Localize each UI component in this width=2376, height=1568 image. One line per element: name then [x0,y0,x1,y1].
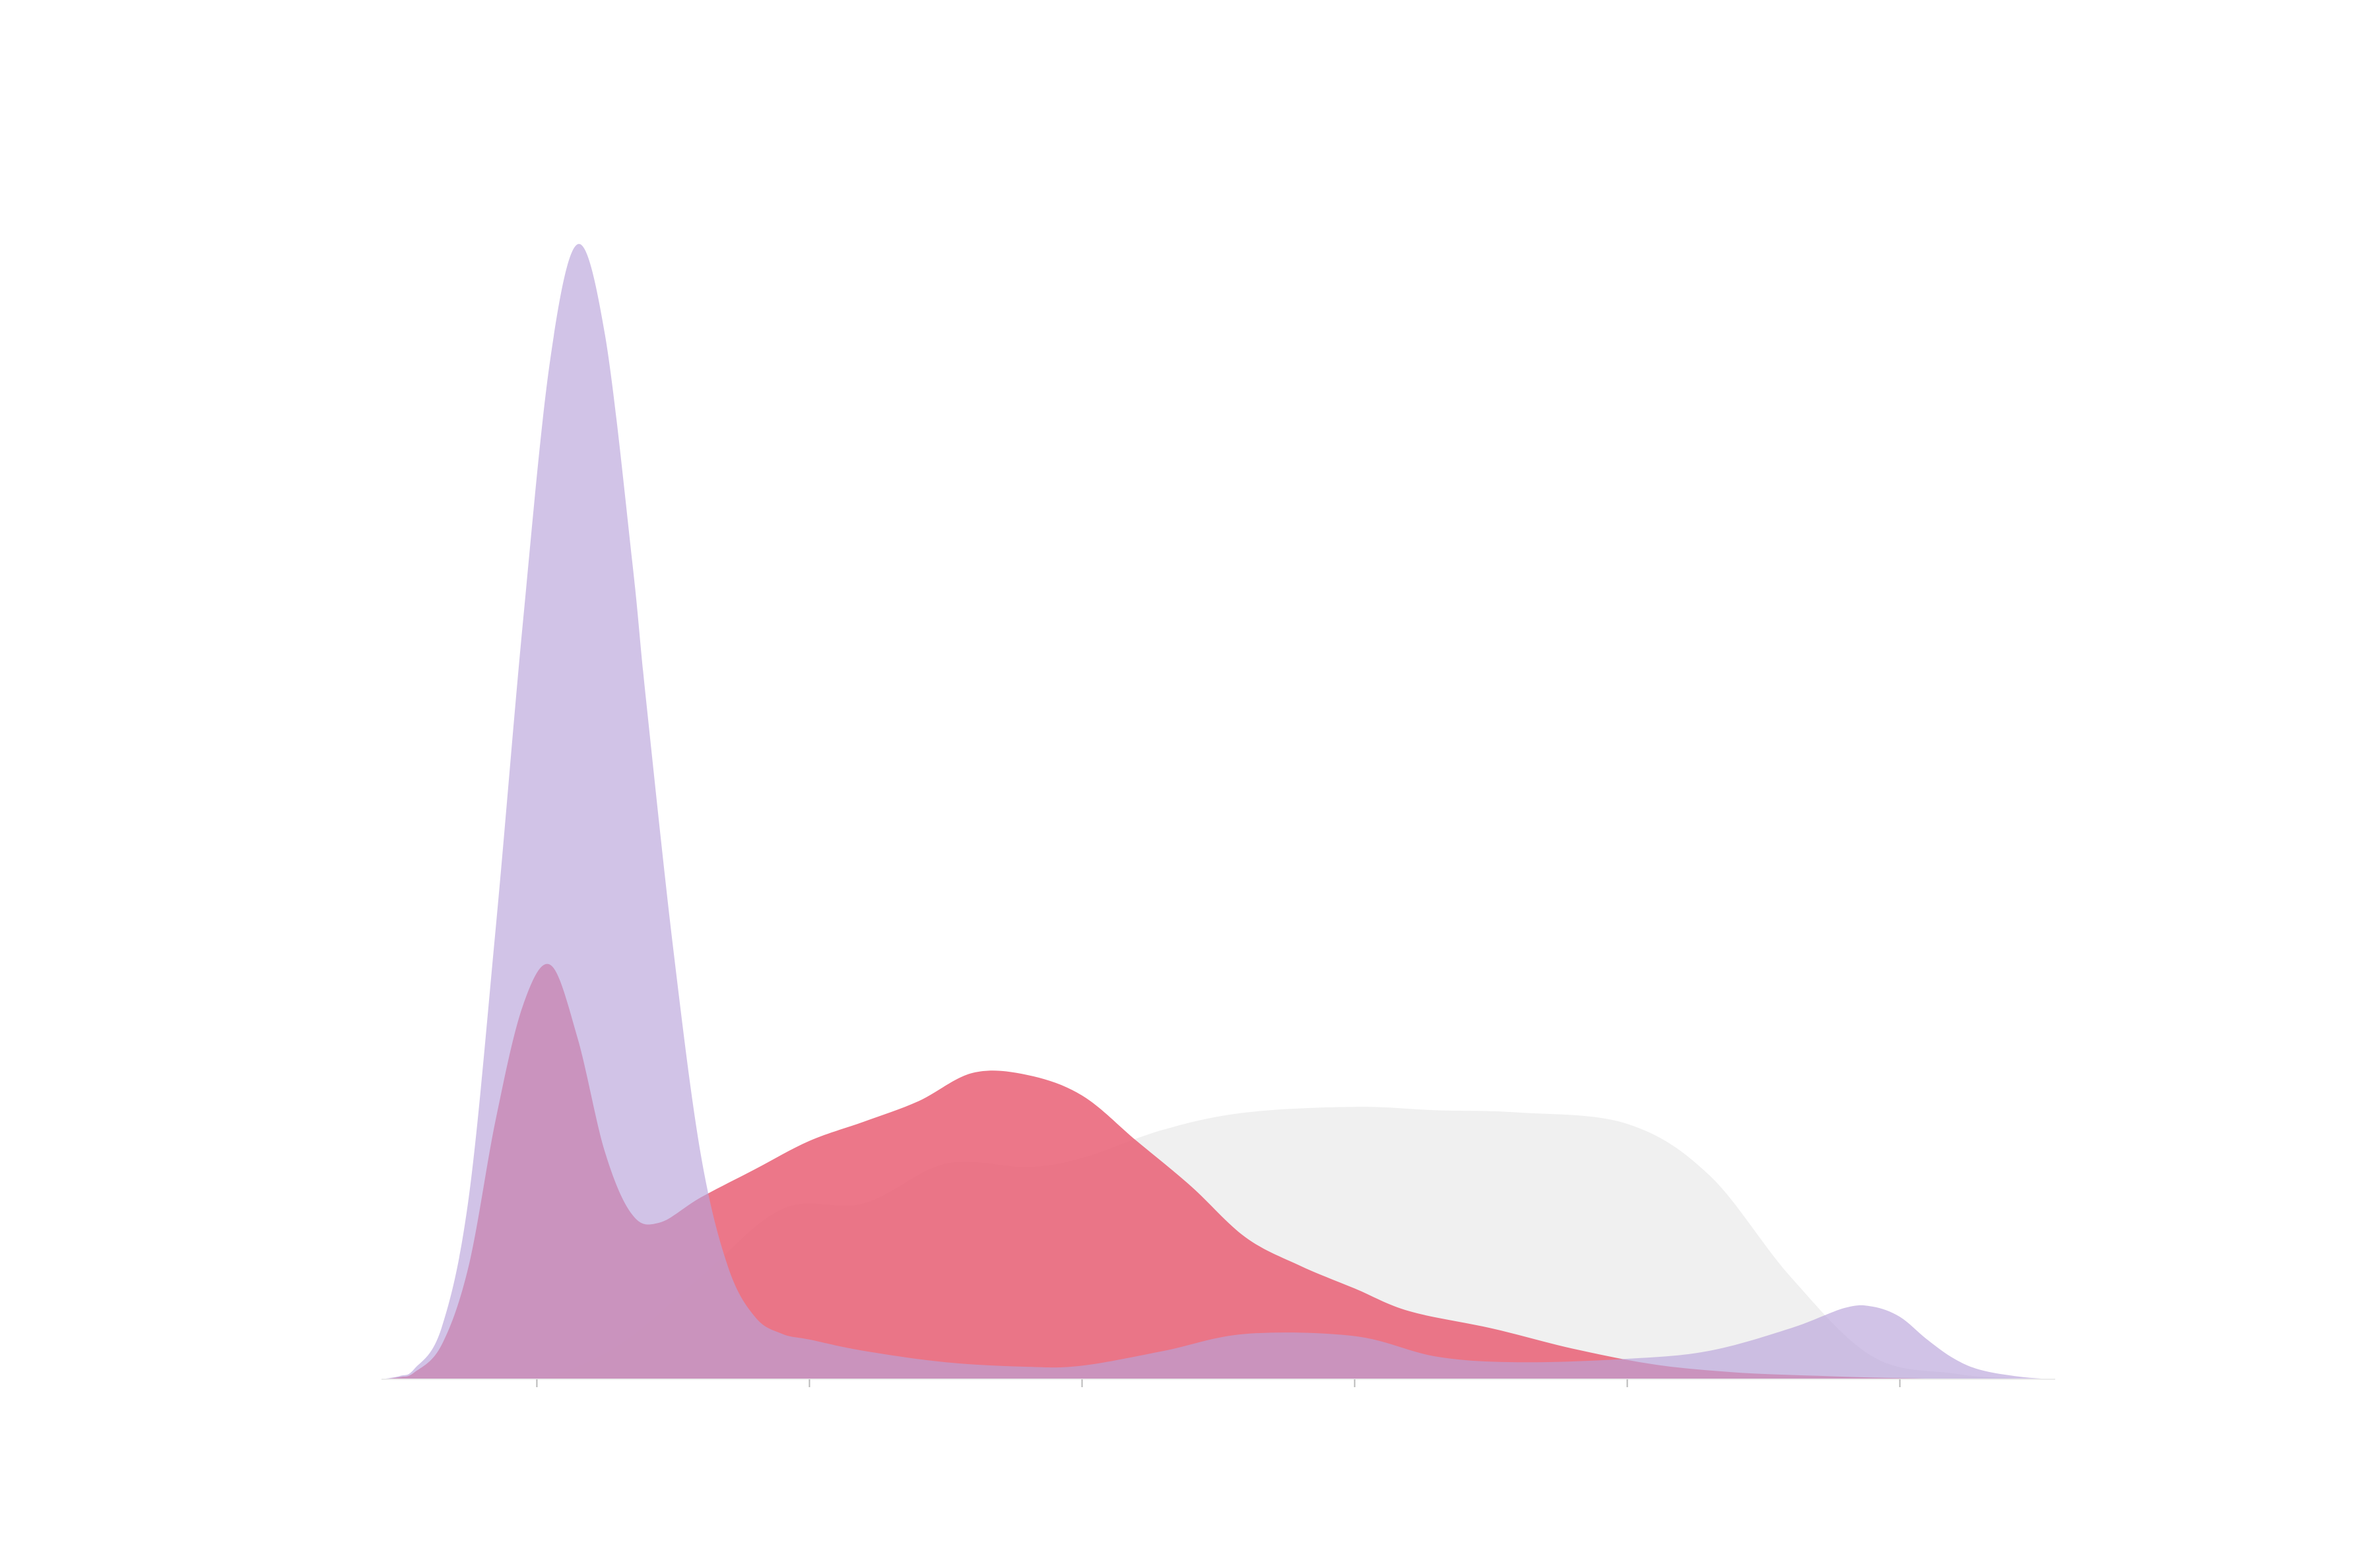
density-areas [381,244,2055,1379]
density-area-series-3 [381,244,2055,1379]
density-area-series-2 [381,964,2055,1379]
x-axis [381,1379,2055,1387]
